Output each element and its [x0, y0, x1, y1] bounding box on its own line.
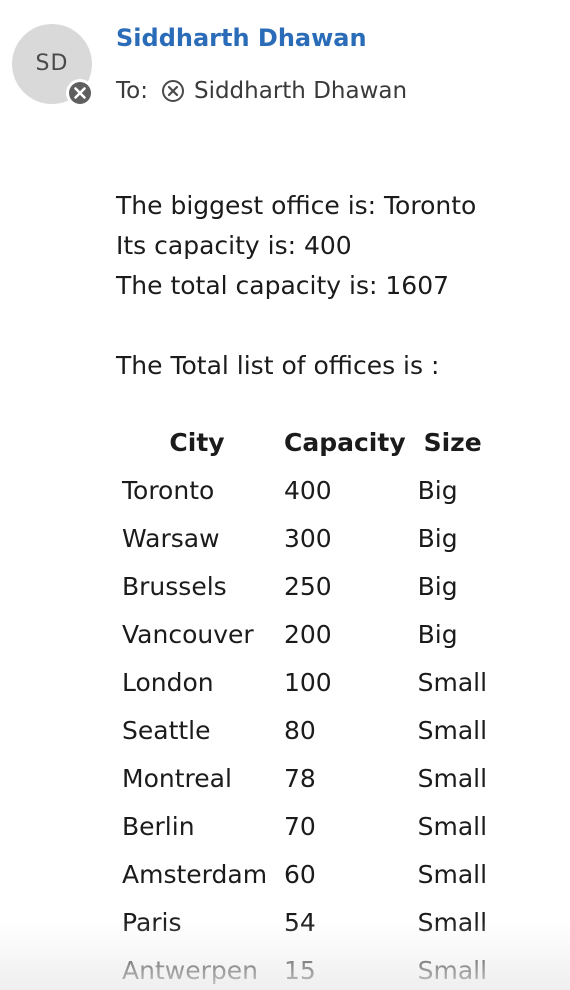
cell-city: Antwerpen	[122, 955, 258, 985]
cell-capacity: 60	[284, 859, 316, 889]
cell-city: Paris	[122, 907, 182, 937]
cell-size: Big	[417, 571, 458, 601]
column-header-size: Size	[423, 427, 482, 457]
cell-city: Amsterdam	[122, 859, 268, 889]
remove-recipient-icon[interactable]	[160, 78, 186, 104]
message-body: The biggest office is: Toronto Its capac…	[116, 186, 476, 386]
cell-size: Small	[417, 667, 488, 697]
cell-size: Big	[417, 523, 458, 553]
table-row: Warsaw 300 Big	[116, 514, 494, 562]
recipient-name: Siddharth Dhawan	[193, 78, 408, 104]
cell-capacity: 250	[284, 571, 332, 601]
cell-size: Small	[417, 955, 488, 985]
body-line-biggest-office: The biggest office is: Toronto	[116, 191, 477, 220]
cell-size: Big	[417, 619, 458, 649]
cell-size: Small	[417, 715, 488, 745]
column-header-capacity: Capacity	[284, 427, 406, 457]
body-line-list-intro: The Total list of offices is :	[116, 351, 440, 380]
cell-city: Warsaw	[122, 523, 220, 553]
column-header-city: City	[169, 427, 225, 457]
avatar[interactable]: SD	[12, 24, 92, 104]
cell-size: Small	[417, 763, 488, 793]
paragraph-gap	[116, 306, 476, 346]
cell-size: Small	[417, 811, 488, 841]
cell-capacity: 200	[284, 619, 332, 649]
cell-city: Vancouver	[122, 619, 254, 649]
table-row: London 100 Small	[116, 658, 494, 706]
body-line-capacity: Its capacity is: 400	[116, 231, 352, 260]
cell-capacity: 54	[284, 907, 316, 937]
table-row: Toronto 400 Big	[116, 466, 494, 514]
table-row: Montreal 78 Small	[116, 754, 494, 802]
table-row: Amsterdam 60 Small	[116, 850, 494, 898]
cell-capacity: 80	[284, 715, 316, 745]
cell-capacity: 300	[284, 523, 332, 553]
avatar-initials: SD	[35, 50, 69, 76]
cell-capacity: 400	[284, 475, 332, 505]
cell-size: Small	[417, 859, 488, 889]
cell-city: Toronto	[122, 475, 215, 505]
cell-capacity: 70	[284, 811, 316, 841]
offices-table: City Capacity Size Toronto 400 Big Warsa…	[116, 418, 494, 990]
sender-name[interactable]: Siddharth Dhawan	[116, 24, 367, 52]
cell-city: Berlin	[122, 811, 195, 841]
cell-city: Montreal	[122, 763, 232, 793]
table-row: Paris 54 Small	[116, 898, 494, 946]
cell-capacity: 15	[284, 955, 316, 985]
table-row: Antwerpen 15 Small	[116, 946, 494, 990]
recipient-chip[interactable]: Siddharth Dhawan	[160, 78, 407, 104]
cell-size: Small	[417, 907, 488, 937]
recipients-row: To: Siddharth Dhawan	[116, 78, 407, 104]
cell-city: Brussels	[122, 571, 227, 601]
table-row: Vancouver 200 Big	[116, 610, 494, 658]
cell-city: London	[122, 667, 214, 697]
cell-city: Seattle	[122, 715, 211, 745]
table-row: Berlin 70 Small	[116, 802, 494, 850]
presence-remove-icon	[66, 79, 94, 107]
table-header-row: City Capacity Size	[116, 418, 494, 466]
cell-capacity: 100	[284, 667, 332, 697]
table-row: Seattle 80 Small	[116, 706, 494, 754]
table-row: Brussels 250 Big	[116, 562, 494, 610]
to-label: To:	[116, 78, 148, 104]
cell-capacity: 78	[284, 763, 316, 793]
body-line-total-capacity: The total capacity is: 1607	[116, 271, 450, 300]
cell-size: Big	[417, 475, 458, 505]
